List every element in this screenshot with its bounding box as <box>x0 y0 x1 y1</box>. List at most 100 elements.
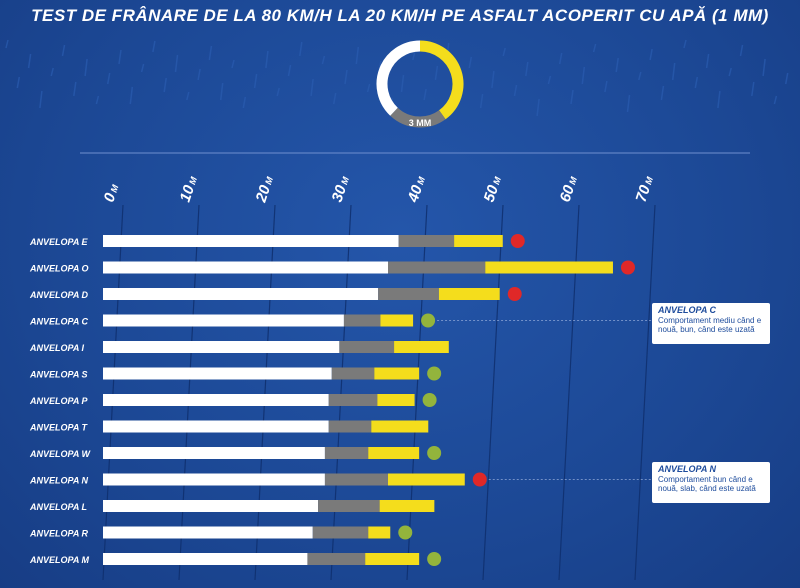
background-streak <box>366 83 371 93</box>
background-streak <box>84 58 88 77</box>
grid-line <box>254 204 276 581</box>
bar-gray <box>378 288 439 300</box>
x-tick-label: 30M <box>329 174 353 205</box>
background-streak <box>762 58 766 77</box>
bar-white <box>103 341 340 353</box>
gauge-segment-gray <box>390 107 446 128</box>
background-streak <box>604 80 608 93</box>
gauge-segment-yellow <box>419 40 464 120</box>
note-title: ANVELOPA N <box>658 464 717 474</box>
background-streak <box>332 92 337 105</box>
bar-gray <box>312 526 369 539</box>
gauge-label: 3 MM <box>409 118 432 128</box>
background-streak <box>728 67 732 77</box>
status-dot-red <box>472 472 487 487</box>
background-streak <box>468 56 473 69</box>
background-streak <box>479 93 484 109</box>
x-tick-label: 60M <box>557 174 581 205</box>
bar-gray <box>318 500 380 512</box>
tire-label: ANVELOPA E <box>29 237 89 247</box>
background-streak <box>299 41 303 57</box>
note-anvelopa-n: ANVELOPA N Comportament bun când e nouă,… <box>652 462 770 503</box>
status-dot-red <box>507 287 522 301</box>
bar-gray <box>398 235 455 247</box>
grid-line <box>178 204 200 581</box>
x-tick-label: 0M <box>101 182 123 205</box>
background-streak <box>423 88 427 101</box>
status-dot-green <box>427 366 442 381</box>
bar-yellow <box>368 447 420 459</box>
background-streak <box>276 87 280 97</box>
tire-label: ANVELOPA I <box>29 343 85 353</box>
bar-white <box>103 261 388 274</box>
background-streak <box>129 86 134 105</box>
background-streak <box>174 54 179 73</box>
note-text: Comportament mediu când e nouă, bun, cân… <box>658 316 762 334</box>
background-streak <box>140 63 145 73</box>
grid-line <box>482 204 504 581</box>
bar-white <box>103 553 308 565</box>
grid-line <box>558 204 580 581</box>
bar-yellow <box>388 473 465 486</box>
grid-line <box>406 204 428 581</box>
tire-label: ANVELOPA D <box>29 290 89 300</box>
bar-white <box>103 314 344 327</box>
background-streak <box>400 74 405 93</box>
background-streak <box>152 40 156 53</box>
background-streak <box>491 70 495 89</box>
background-streak <box>683 39 687 49</box>
tire-label: ANVELOPA T <box>29 423 89 433</box>
background-streak <box>660 85 665 101</box>
tire-label: ANVELOPA N <box>29 476 89 486</box>
background-streak <box>739 44 744 57</box>
background-streak <box>536 98 540 117</box>
bar-gray <box>388 261 486 274</box>
background-streak <box>412 51 416 61</box>
background-streak <box>5 39 9 49</box>
background-streak <box>27 53 32 69</box>
bar-yellow <box>485 261 613 274</box>
chart-title: TEST DE FRÂNARE DE LA 80 KM/H LA 20 KM/H… <box>31 6 769 25</box>
background-streak <box>242 96 247 109</box>
note-text: Comportament bun când e nouă, slab, când… <box>658 475 756 493</box>
bar-gray <box>324 473 388 486</box>
background-streak <box>751 81 755 97</box>
bar-gray <box>328 394 378 406</box>
grid-line <box>330 204 352 581</box>
bar-yellow <box>379 500 435 512</box>
background-streak <box>50 67 54 77</box>
bar-white <box>103 473 325 486</box>
background-streak <box>615 57 619 73</box>
bar-white <box>103 367 332 380</box>
background-streak <box>355 46 360 65</box>
status-dot-red <box>620 260 635 275</box>
background-streak <box>513 84 518 97</box>
background-streak <box>581 66 586 85</box>
background-streak <box>717 90 721 109</box>
background-streak <box>197 68 201 81</box>
background-streak <box>638 71 642 81</box>
x-tick-label: 20M <box>252 174 277 206</box>
background-streak <box>208 45 213 61</box>
status-dot-green <box>427 552 442 566</box>
background-streak <box>231 59 235 69</box>
background-streak <box>649 48 653 61</box>
background-streak <box>344 69 348 85</box>
background-streak <box>253 73 258 89</box>
bar-yellow <box>371 420 429 433</box>
background-streak <box>592 43 597 53</box>
background-streak <box>118 49 122 65</box>
x-tick-label: 10M <box>177 174 201 205</box>
bar-white <box>103 394 329 406</box>
background-streak <box>219 82 224 101</box>
background-streak <box>547 75 552 85</box>
x-tick-label: 70M <box>633 174 657 205</box>
x-tick-label: 50M <box>481 174 505 205</box>
bar-gray <box>339 341 395 353</box>
background-streak <box>525 61 529 77</box>
x-tick-label: 40M <box>404 174 429 206</box>
note-title: ANVELOPA C <box>658 305 717 315</box>
bar-yellow <box>374 367 420 380</box>
bar-white <box>103 235 399 247</box>
